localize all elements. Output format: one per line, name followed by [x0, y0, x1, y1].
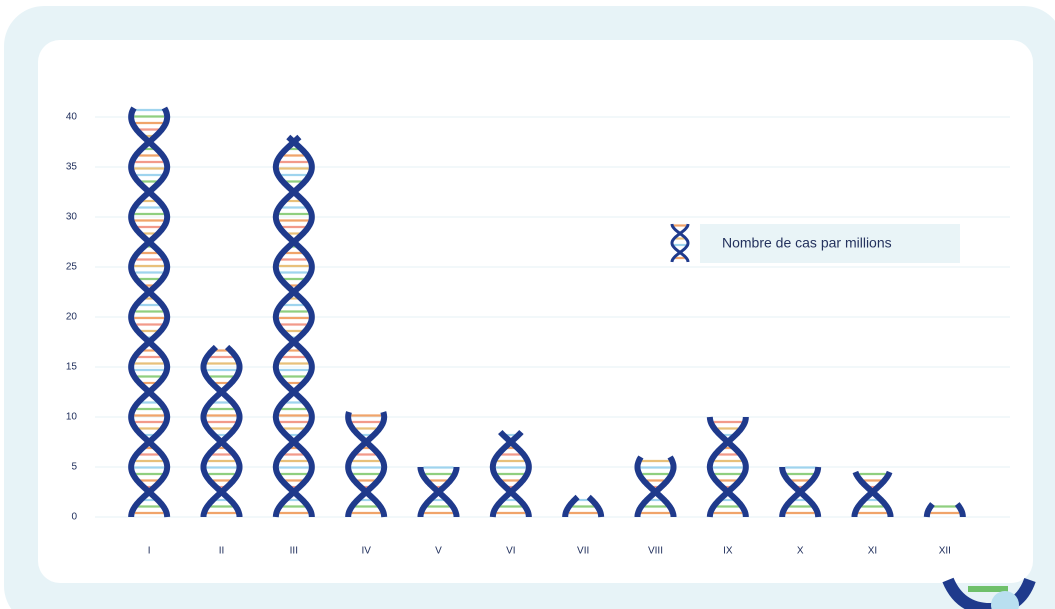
helix-strand	[272, 134, 315, 517]
y-tick-label: 35	[66, 162, 78, 173]
x-tick-label: IV	[361, 546, 371, 557]
helix-strand	[954, 502, 966, 517]
x-tick-label: XII	[939, 546, 951, 557]
x-tick-label: X	[797, 546, 804, 557]
bar	[634, 455, 677, 517]
y-tick-label: 0	[71, 512, 77, 523]
x-tick-label: V	[435, 546, 442, 557]
bar	[345, 411, 388, 518]
bar	[779, 466, 822, 518]
bar	[851, 470, 894, 517]
bar	[417, 466, 460, 517]
x-tick-label: IX	[723, 546, 733, 557]
legend-box	[700, 224, 960, 263]
bar	[200, 344, 243, 517]
bar	[923, 502, 966, 518]
bar	[272, 134, 315, 518]
helix-strand	[345, 411, 388, 518]
helix-strand	[851, 470, 893, 517]
y-tick-label: 15	[66, 362, 78, 373]
legend-label: Nombre de cas par millions	[722, 235, 892, 251]
logo-arc	[942, 577, 1036, 609]
logo-circle	[991, 591, 1019, 609]
y-tick-label: 25	[66, 262, 78, 273]
y-tick-label: 10	[66, 412, 78, 423]
bar	[489, 429, 532, 518]
helix-strand	[706, 416, 749, 518]
helix-strand	[128, 106, 171, 518]
x-tick-label: VII	[577, 546, 589, 557]
helix-strand	[634, 455, 677, 517]
bar	[128, 106, 171, 518]
helix-strand	[345, 411, 388, 517]
helix-strand	[706, 417, 749, 517]
helix-strand	[417, 467, 460, 517]
helix-strand	[852, 470, 894, 517]
x-tick-label: III	[290, 546, 298, 557]
logo	[942, 577, 1036, 609]
y-tick-label: 5	[71, 462, 77, 473]
y-tick-label: 30	[66, 212, 78, 223]
bar	[562, 494, 605, 518]
helix-strand	[200, 344, 243, 517]
x-tick-label: XI	[868, 546, 877, 557]
grid	[95, 116, 1010, 518]
helix-strand	[489, 429, 532, 518]
helix-strand	[200, 344, 243, 517]
x-tick-label: VIII	[648, 546, 663, 557]
legend-icon	[670, 223, 690, 263]
helix-strand	[634, 455, 677, 517]
helix-strand	[923, 502, 935, 518]
helix-strand	[272, 134, 315, 518]
helix-strand	[586, 494, 605, 518]
helix-strand	[670, 223, 690, 263]
bar	[706, 416, 749, 518]
y-tick-label: 40	[66, 112, 78, 123]
logo-bar	[968, 586, 1008, 592]
y-tick-label: 20	[66, 312, 78, 323]
x-tick-label: I	[148, 546, 151, 557]
helix-strand	[489, 429, 532, 517]
x-tick-label: II	[219, 546, 225, 557]
legend: Nombre de cas par millions	[670, 223, 960, 263]
x-tick-label: VI	[506, 546, 515, 557]
helix-strand	[562, 494, 580, 517]
helix-strand	[670, 223, 690, 263]
helix-strand	[128, 106, 171, 517]
helix-strand	[779, 467, 822, 518]
